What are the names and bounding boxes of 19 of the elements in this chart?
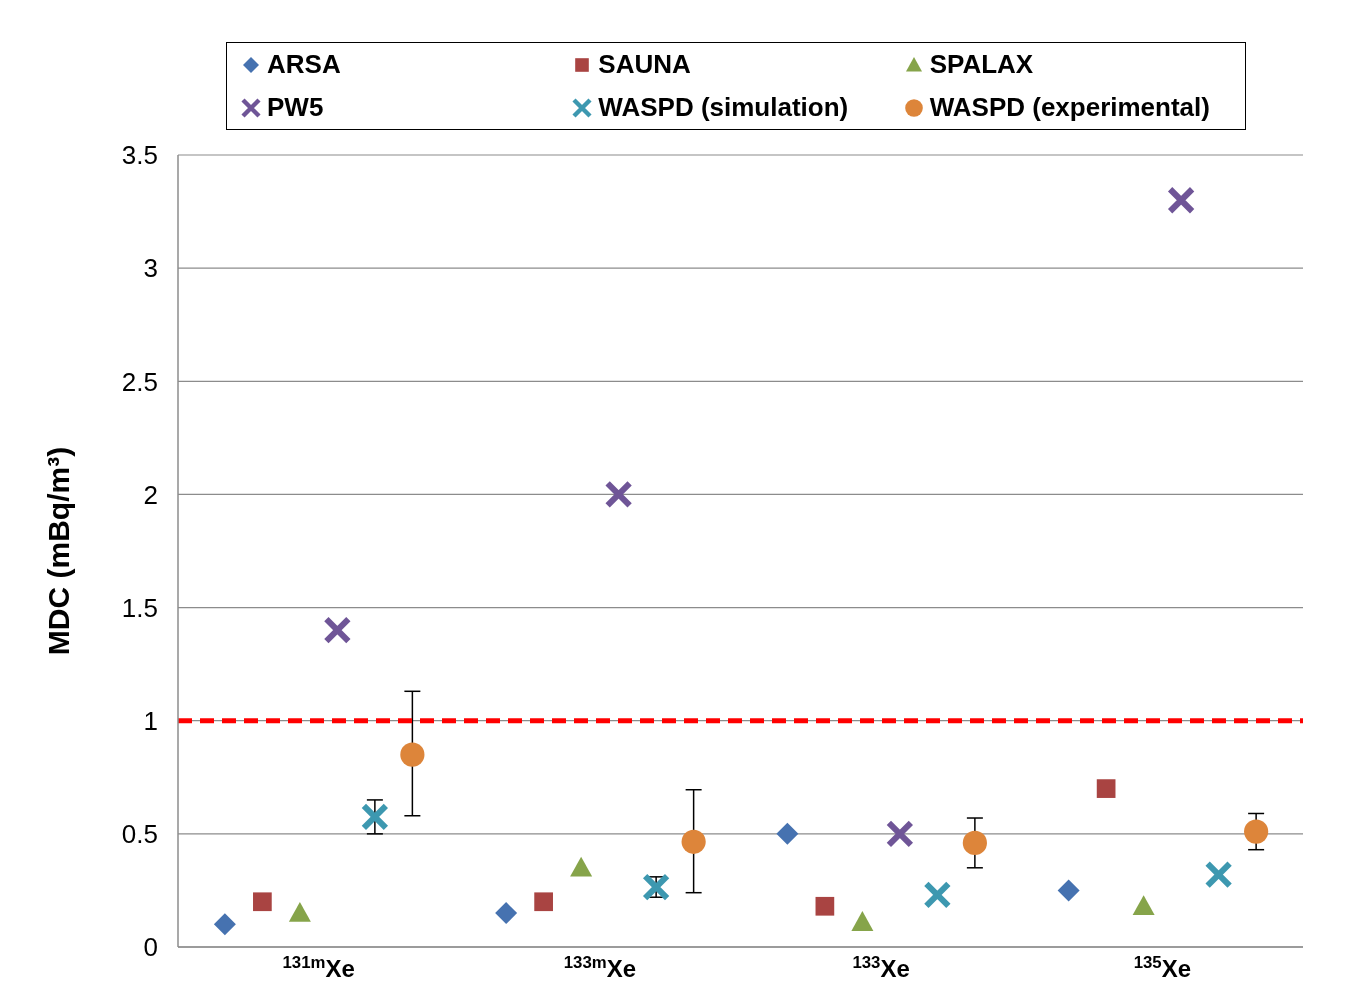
legend-label: WASPD (experimental) [929,92,1210,123]
y-tick-label: 3.5 [121,140,158,171]
legend-label: WASPD (simulation) [598,92,849,123]
y-axis-title: MDC (mBq/m³) [41,446,75,656]
x-tick-label: $^{131m}$Xe [282,952,355,982]
legend-label: SAUNA [598,49,691,80]
y-tick-label: 1 [143,705,158,736]
x-tick-label: $^{133m}$Xe [563,952,637,982]
y-tick-label: 1.5 [121,592,158,623]
legend-label: PW5 [267,92,324,123]
x-tick-label: $^{135}$Xe [1133,952,1192,982]
legend-label: SPALAX [929,49,1034,80]
y-tick-label: 0 [143,932,158,963]
y-tick-label: 0.5 [121,819,158,850]
y-tick-label: 2.5 [121,366,158,397]
x-tick-label: $^{133}$Xe [852,952,910,982]
y-tick-label: 2 [143,479,158,510]
legend-label: ARSA [267,49,341,80]
y-tick-label: 3 [143,253,158,284]
